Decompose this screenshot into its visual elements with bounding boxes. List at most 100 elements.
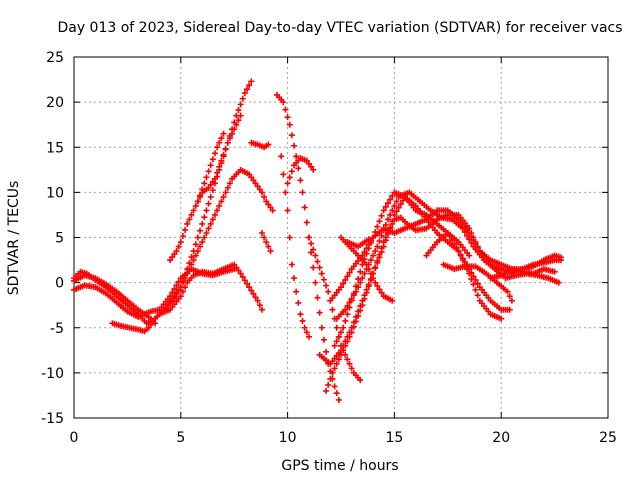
data-point [301,204,308,211]
data-point [380,207,387,214]
data-point [201,214,208,221]
data-point [244,280,251,287]
data-point [310,264,317,271]
data-point [235,117,242,124]
data-point [209,216,216,223]
data-point [186,216,193,223]
data-point [506,293,513,300]
data-point [466,252,473,259]
data-point [455,248,462,255]
data-point [194,234,201,241]
data-point [286,234,293,241]
data-point [246,171,253,178]
data-point [261,234,268,241]
data-point [363,261,370,268]
data-point [284,207,291,214]
data-point [288,261,295,268]
data-point [316,309,323,316]
data-point [199,220,206,227]
data-point [380,239,387,246]
data-point [235,107,242,114]
data-point [333,390,340,397]
data-point [372,248,379,255]
data-point [194,198,201,205]
series-22 [440,261,515,304]
data-point [397,201,404,208]
data-point [284,180,291,187]
data-point [179,232,186,239]
data-point [214,207,221,214]
data-point [297,311,304,318]
data-point [340,347,347,354]
data-point [344,356,351,363]
data-point [269,207,276,214]
data-point [305,234,312,241]
data-point [340,280,347,287]
data-point [235,267,242,274]
data-point [222,145,229,152]
data-point [338,329,344,336]
data-point [216,163,223,170]
data-point [286,121,293,128]
data-point [192,252,199,259]
data-point [177,284,184,291]
data-point [211,150,218,157]
data-point [361,270,368,277]
series-23 [487,266,558,282]
data-point [346,269,353,276]
data-point [395,204,402,211]
data-point [308,163,315,170]
data-point [459,225,466,232]
data-point [167,257,174,264]
data-point [164,302,171,309]
data-point [338,284,344,291]
data-point [555,279,562,286]
data-point [218,135,225,142]
data-point [470,273,477,280]
data-point [464,232,471,239]
data-point [325,381,332,388]
data-point [258,306,265,313]
data-point [190,257,197,264]
data-point [205,200,212,207]
data-point [216,139,223,146]
data-point [203,229,210,236]
data-point [355,276,362,283]
data-point [267,204,274,211]
data-point [365,266,372,273]
data-point [316,264,323,271]
data-point [359,275,366,282]
data-point [209,187,216,194]
data-point [147,321,154,328]
data-point [391,202,398,209]
series-1 [71,261,265,327]
data-point [241,277,248,284]
data-point [380,227,387,234]
data-point [363,289,370,296]
data-point [214,144,221,151]
data-point [352,288,359,295]
data-point [207,193,214,200]
data-point [348,365,355,372]
y-tick-label: 5 [55,231,64,247]
x-tick-label: 0 [70,430,79,446]
data-point [346,360,353,367]
data-point [305,160,312,167]
data-point [205,184,212,191]
data-point [331,383,338,390]
data-point [224,184,231,191]
data-point [348,295,355,302]
data-point [312,279,319,286]
data-point [252,294,259,301]
x-tick-label: 15 [385,430,403,446]
data-point [197,243,204,250]
data-point [231,126,238,133]
data-point [393,208,400,215]
y-tick-label: 0 [55,276,64,292]
data-point [265,201,272,208]
data-point [314,258,321,265]
data-point [344,338,351,345]
y-tick-label: 10 [46,185,64,201]
data-point [344,311,351,318]
data-point [239,273,246,280]
